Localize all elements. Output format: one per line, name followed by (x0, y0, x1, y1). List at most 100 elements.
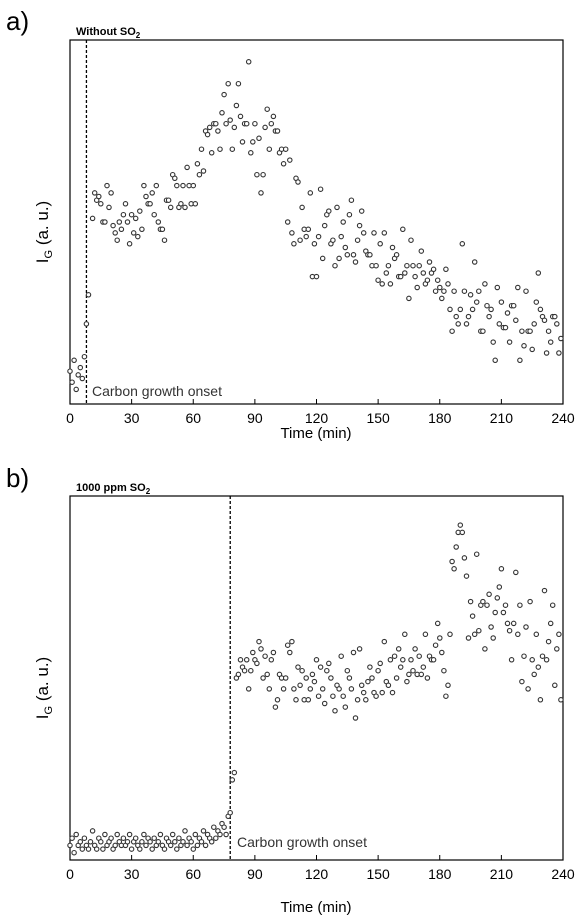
panel-a-data-point (401, 227, 405, 231)
panel-a-data-point (499, 300, 503, 304)
panel-a-data-point (413, 274, 417, 278)
panel-b-data-point (481, 599, 485, 603)
panel-a-data-point (382, 231, 386, 235)
panel-a-data-point (245, 122, 249, 126)
panel-a-x-tick-label: 30 (124, 410, 140, 426)
panel-a-data-point (93, 191, 97, 195)
panel-a-data-point (199, 147, 203, 151)
panel-b-data-point (82, 836, 86, 840)
panel-b-data-point (436, 621, 440, 625)
panel-a-data-point (257, 136, 261, 140)
panel-a-data-point (152, 213, 156, 217)
panel-b-data-point (88, 840, 92, 844)
panel-b-data-point (349, 687, 353, 691)
panel-a-data-point (216, 129, 220, 133)
panel-b-x-axis-title: Time (min) (280, 899, 351, 916)
panel-b-data-point (281, 687, 285, 691)
panel-b-data-point (181, 840, 185, 844)
panel-b-data-point (487, 592, 491, 596)
panel-a-data-point (470, 307, 474, 311)
panel-b-data-point (218, 832, 222, 836)
panel-b-data-point (411, 669, 415, 673)
panel-a-data-point (169, 205, 173, 209)
panel-a-data-point (456, 322, 460, 326)
panel-a-data-point (462, 289, 466, 293)
panel-b-data-point (312, 679, 316, 683)
panel-a-data-point (134, 216, 138, 220)
panel-b-data-point (544, 658, 548, 662)
panel-a-data-point (76, 373, 80, 377)
panel-a-data-point (138, 209, 142, 213)
panel-b-data-point (230, 778, 234, 782)
panel-b-data-point (109, 836, 113, 840)
panel-b-data-point (158, 832, 162, 836)
panel-b-data-point (203, 843, 207, 847)
panel-a-data-point (487, 314, 491, 318)
panel-b-data-point (374, 694, 378, 698)
panel-a-data-point (458, 307, 462, 311)
panel-b-data-point (503, 603, 507, 607)
panel-b-data-point (269, 658, 273, 662)
panel-b-data-point (144, 843, 148, 847)
panel-a-data-point (240, 140, 244, 144)
panel-a-data-point (296, 180, 300, 184)
panel-b-data-point (171, 832, 175, 836)
panel-b-data-point (86, 847, 90, 851)
panel-b-data-point (366, 679, 370, 683)
panel-a-data-point (292, 242, 296, 246)
panel-a-data-point (518, 358, 522, 362)
panel-b-data-point (162, 847, 166, 851)
panel-b-data-point (113, 843, 117, 847)
panel-b-data-point (507, 629, 511, 633)
panel-b-data-point (72, 851, 76, 855)
panel-a-data-point (559, 336, 563, 340)
panel-b-data-point (452, 567, 456, 571)
panel-a-data-point (175, 183, 179, 187)
panel-a-data-point (129, 213, 133, 217)
panel-a-data-point (388, 282, 392, 286)
panel-b-data-point (475, 552, 479, 556)
panel-a-x-tick-label: 120 (305, 410, 329, 426)
panel-a-data-point (446, 282, 450, 286)
panel-b-data-point (493, 610, 497, 614)
panel-a-data-point (97, 194, 101, 198)
panel-a-data-point (522, 344, 526, 348)
panel-a-data-point (304, 234, 308, 238)
panel-b-data-point (460, 530, 464, 534)
panel-b-data-point (134, 836, 138, 840)
panel-a-data-point (491, 340, 495, 344)
panel-b-data-point (392, 654, 396, 658)
panel-a-data-point (542, 318, 546, 322)
panel-b-data-point (284, 676, 288, 680)
panel-a-data-point (103, 220, 107, 224)
panel-a-data-point (140, 227, 144, 231)
panel-a-data-point (376, 278, 380, 282)
panel-a-data-point (425, 278, 429, 282)
panel-a-data-point (427, 260, 431, 264)
panel-b-data-point (327, 661, 331, 665)
panel-b-data-point (557, 632, 561, 636)
panel-b-data-point (177, 836, 181, 840)
panel-a-data-point (195, 162, 199, 166)
panel-b-data-point (308, 687, 312, 691)
panel-b-data-point (238, 658, 242, 662)
panel-b-data-point (421, 665, 425, 669)
panel-a-data-point (415, 285, 419, 289)
panel-a-data-point (417, 264, 421, 268)
panel-a-data-point (181, 183, 185, 187)
panel-b-data-point (195, 843, 199, 847)
panel-a-data-point (255, 173, 259, 177)
panel-b-data-point (516, 632, 520, 636)
panel-a-data-point (261, 173, 265, 177)
panel-a-data-point (263, 125, 267, 129)
panel-b-data-point (189, 840, 193, 844)
panel-a-data-point (454, 314, 458, 318)
panel-b-data-point (236, 672, 240, 676)
panel-a-data-point (286, 220, 290, 224)
panel-a-data-point (436, 278, 440, 282)
panel-a-data-point (327, 209, 331, 213)
panel-b-data-point (514, 570, 518, 574)
panel-a-data-point (179, 202, 183, 206)
panel-a-data-point (226, 82, 230, 86)
panel-b-data-point (331, 694, 335, 698)
